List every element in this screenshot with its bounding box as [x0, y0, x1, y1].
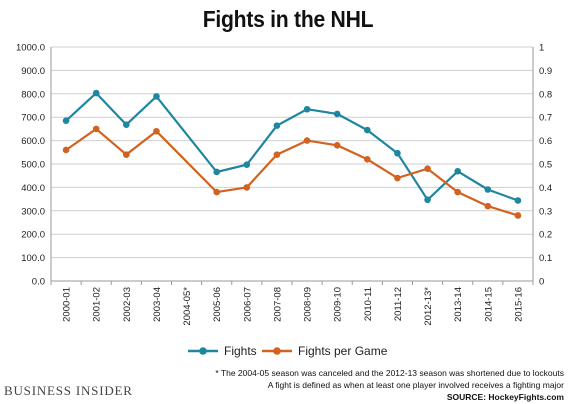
gridlines — [51, 46, 533, 259]
data-point-fights — [484, 186, 492, 193]
y-right-tick-label: 0.8 — [539, 89, 552, 100]
x-tick-label: 2008-09 — [303, 287, 314, 322]
data-point-fights-per-game — [303, 137, 311, 144]
y-left-tick-label: 500.0 — [21, 160, 45, 171]
series-lines — [62, 89, 522, 219]
data-point-fights-per-game — [514, 212, 522, 219]
y-left-tick-label: 800.0 — [21, 89, 45, 100]
x-tick-label: 2014-15 — [483, 287, 494, 322]
y-right-tick-label: 0.4 — [539, 183, 552, 194]
data-point-fights-per-game — [394, 174, 401, 182]
x-tick-label: 2011-12 — [393, 287, 404, 321]
data-point-fights-per-game — [62, 146, 70, 154]
data-point-fights — [213, 168, 220, 176]
data-point-fights — [333, 110, 341, 118]
y-right-tick-label: 0.7 — [539, 113, 552, 124]
y-right-tick-label: 0.3 — [539, 206, 552, 217]
y-right-tick-label: 0.5 — [539, 160, 552, 171]
data-point-fights-per-game — [123, 151, 130, 158]
y-left-tick-label: 600.0 — [21, 136, 45, 147]
x-tick-label: 2012-13* — [423, 287, 434, 326]
source-note: SOURCE: HockeyFights.com — [446, 392, 564, 402]
data-point-fights-per-game — [364, 156, 371, 163]
right-y-axis: 0 0.1 0.2 0.3 0.4 0.5 0.6 0.7 0.8 0.9 1 — [539, 43, 552, 288]
y-left-tick-label: 100.0 — [21, 253, 45, 264]
x-tick-label: 2007-08 — [272, 287, 283, 322]
data-point-fights — [424, 196, 431, 204]
x-tick-label: 2004-05* — [182, 287, 193, 326]
data-point-fights-per-game — [153, 127, 160, 135]
legend-marker-fights-per-game — [273, 347, 281, 355]
y-right-tick-label: 1 — [539, 43, 544, 54]
series-line-fights-per-game — [65, 127, 519, 217]
y-right-tick-label: 0.1 — [539, 253, 552, 264]
data-point-fights — [514, 197, 522, 204]
legend: Fights Fights per Game — [188, 344, 388, 358]
data-point-fights-per-game — [424, 165, 431, 172]
data-point-fights-per-game — [273, 151, 281, 158]
data-point-fights — [273, 122, 281, 129]
data-point-fights — [303, 105, 311, 113]
y-left-tick-label: 1000.0 — [16, 43, 45, 54]
x-tick-label: 2001-02 — [92, 287, 103, 322]
y-right-tick-label: 0.2 — [539, 230, 552, 241]
legend-label-fights-per-game: Fights per Game — [298, 344, 388, 358]
data-point-fights-per-game — [243, 184, 251, 191]
x-tick-label: 2000-01 — [62, 287, 73, 322]
y-right-tick-label: 0 — [539, 277, 544, 288]
data-point-fights — [153, 93, 160, 100]
y-left-tick-label: 900.0 — [21, 66, 45, 77]
x-tick-label: 2015-16 — [513, 287, 524, 322]
x-tick-label: 2005-06 — [212, 287, 223, 322]
x-tick-label: 2013-14 — [453, 287, 464, 322]
data-point-fights — [364, 126, 371, 134]
y-left-tick-label: 0.0 — [32, 277, 45, 288]
footnote-fight-definition: A fight is defined as when at least one … — [267, 380, 564, 390]
data-point-fights — [62, 117, 70, 125]
legend-marker-fights — [199, 347, 207, 355]
x-axis-labels: 2000-01 2001-02 2002-03 2003-04 2004-05* 2005… — [62, 287, 525, 326]
left-y-axis: 0.0 100.0 200.0 300.0 400.0 500.0 600.0 700.0 80… — [16, 43, 45, 288]
data-point-fights-per-game — [213, 188, 220, 196]
axes — [50, 47, 534, 285]
x-tick-label: 2006-07 — [242, 287, 253, 322]
legend-item-fights: Fights — [188, 344, 257, 358]
x-tick-label: 2003-04 — [152, 287, 163, 322]
data-point-fights-per-game — [484, 202, 492, 210]
y-left-tick-label: 200.0 — [21, 230, 45, 241]
y-right-tick-label: 0.9 — [539, 66, 552, 77]
business-insider-logo: BUSINESS INSIDER — [4, 383, 133, 398]
legend-item-fights-per-game: Fights per Game — [262, 344, 388, 358]
data-point-fights-per-game — [454, 188, 461, 196]
y-left-tick-label: 300.0 — [21, 206, 45, 217]
data-point-fights — [123, 121, 130, 128]
data-point-fights-per-game — [92, 125, 100, 133]
x-tick-label: 2010-11 — [363, 287, 374, 321]
data-point-fights — [454, 167, 461, 175]
footnote-lockouts: * The 2004-05 season was canceled and th… — [215, 368, 564, 378]
y-left-tick-label: 400.0 — [21, 183, 45, 194]
chart-title: Fights in the NHL — [202, 6, 374, 32]
data-point-fights — [394, 149, 401, 157]
data-point-fights — [92, 89, 100, 97]
y-right-tick-label: 0.6 — [539, 136, 552, 147]
y-left-tick-label: 700.0 — [21, 113, 45, 124]
legend-label-fights: Fights — [224, 344, 257, 358]
data-point-fights — [243, 161, 251, 169]
data-point-fights-per-game — [333, 141, 341, 149]
x-tick-label: 2002-03 — [122, 287, 133, 322]
x-tick-label: 2009-10 — [333, 287, 344, 322]
